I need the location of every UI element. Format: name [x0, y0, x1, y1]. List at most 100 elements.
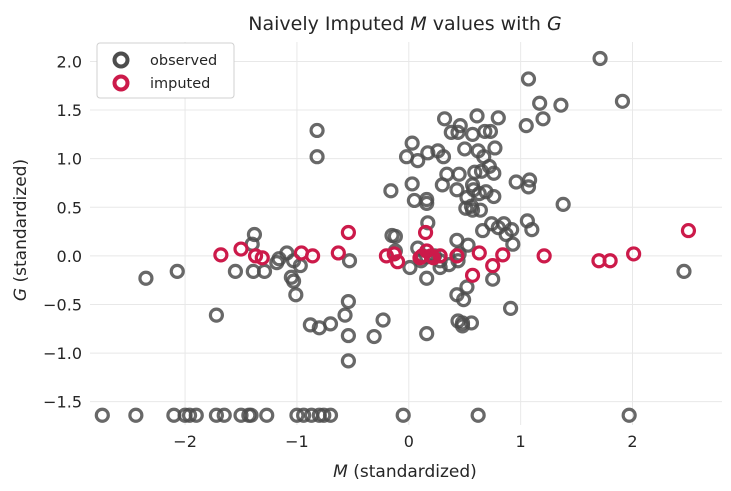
observed-point — [676, 263, 692, 280]
y-tick-label: −1.5 — [43, 393, 82, 412]
imputed-point — [626, 246, 642, 262]
data-points — [94, 50, 697, 423]
observed-point — [296, 407, 312, 423]
observed-point — [340, 353, 356, 369]
observed-point — [486, 188, 502, 205]
observed-point — [383, 183, 399, 199]
observed-point — [435, 149, 452, 165]
observed-point — [487, 140, 503, 156]
imputed-point — [213, 247, 229, 263]
observed-point — [520, 179, 537, 195]
tick-labels: −2 −1 0 1 2 −1.5 −1.0 −0.5 0.0 0.5 1.0 1.5 2.0 — [43, 52, 637, 451]
observed-point — [464, 126, 481, 142]
observed-point — [340, 327, 356, 344]
observed-point — [233, 407, 249, 423]
observed-point — [498, 226, 514, 243]
y-tick-label: 0.5 — [57, 198, 82, 217]
observed-point — [419, 195, 435, 211]
y-tick-label: −1.0 — [43, 344, 82, 363]
observed-point — [460, 237, 476, 253]
observed-point — [436, 111, 453, 127]
observed-point — [520, 71, 537, 87]
observed-point — [138, 270, 154, 286]
observed-point — [420, 215, 436, 231]
x-tick-label: 1 — [516, 432, 526, 451]
observed-point — [502, 300, 519, 316]
y-tick-label: 1.5 — [57, 101, 82, 120]
observed-point — [505, 236, 521, 252]
imputed-point — [233, 241, 249, 257]
imputed-point — [464, 267, 481, 283]
observed-point — [532, 95, 548, 111]
observed-point — [522, 172, 538, 188]
y-tick-label: 1.0 — [57, 150, 82, 169]
imputed-point — [378, 248, 395, 264]
observed-point — [269, 255, 285, 271]
observed-point — [471, 186, 487, 202]
observed-point — [216, 407, 232, 423]
observed-point — [485, 271, 501, 287]
imputed-point — [412, 250, 428, 266]
imputed-point — [432, 248, 448, 264]
observed-point — [463, 315, 480, 331]
legend: observed imputed — [96, 42, 235, 99]
observed-point — [482, 123, 499, 140]
observed-point — [449, 182, 465, 198]
y-axis-label: G (standardized) — [11, 159, 31, 301]
observed-point — [309, 149, 325, 165]
observed-point — [464, 202, 481, 218]
observed-point — [470, 407, 486, 423]
observed-point — [188, 407, 204, 423]
y-tick-label: 2.0 — [57, 52, 82, 71]
observed-point — [243, 407, 259, 423]
imputed-point — [485, 257, 501, 274]
observed-point — [384, 227, 400, 244]
observed-point — [457, 141, 473, 157]
imputed-point — [293, 245, 310, 261]
observed-point — [614, 93, 631, 109]
observed-point — [434, 177, 450, 193]
x-axis-label: M (standardized) — [333, 462, 477, 482]
observed-point — [94, 407, 110, 423]
observed-point — [208, 307, 224, 323]
legend-label-imputed: imputed — [150, 76, 210, 92]
series-observed — [94, 50, 692, 423]
observed-point — [288, 287, 304, 303]
observed-point — [475, 222, 491, 239]
observed-point — [535, 111, 551, 127]
observed-point — [443, 124, 459, 141]
observed-point — [518, 117, 534, 134]
observed-point — [340, 293, 356, 310]
imputed-point — [495, 247, 511, 263]
observed-point — [419, 326, 435, 342]
x-tick-label: 0 — [404, 432, 414, 451]
imputed-point — [536, 248, 552, 264]
imputed-point — [254, 250, 270, 266]
x-tick-label: −2 — [173, 432, 197, 451]
observed-point — [404, 176, 420, 192]
observed-point — [621, 407, 637, 423]
imputed-point — [386, 246, 402, 262]
observed-point — [456, 292, 472, 308]
observed-point — [406, 192, 422, 209]
observed-point — [169, 263, 185, 280]
observed-point — [246, 226, 263, 243]
observed-point — [404, 135, 420, 151]
observed-point — [285, 273, 302, 289]
observed-point — [366, 328, 382, 345]
series-imputed — [213, 222, 697, 283]
observed-point — [128, 407, 144, 423]
imputed-point — [330, 245, 346, 261]
legend-marker-imputed — [112, 74, 130, 92]
legend-marker-observed — [112, 51, 130, 69]
imputed-point — [390, 254, 406, 270]
x-tick-label: 2 — [627, 432, 637, 451]
imputed-point — [340, 224, 356, 241]
observed-point — [311, 320, 327, 336]
observed-point — [309, 122, 325, 139]
observed-point — [555, 196, 571, 212]
observed-point — [337, 307, 353, 323]
imputed-point — [449, 248, 465, 264]
imputed-point — [417, 224, 434, 241]
observed-point — [553, 97, 569, 113]
